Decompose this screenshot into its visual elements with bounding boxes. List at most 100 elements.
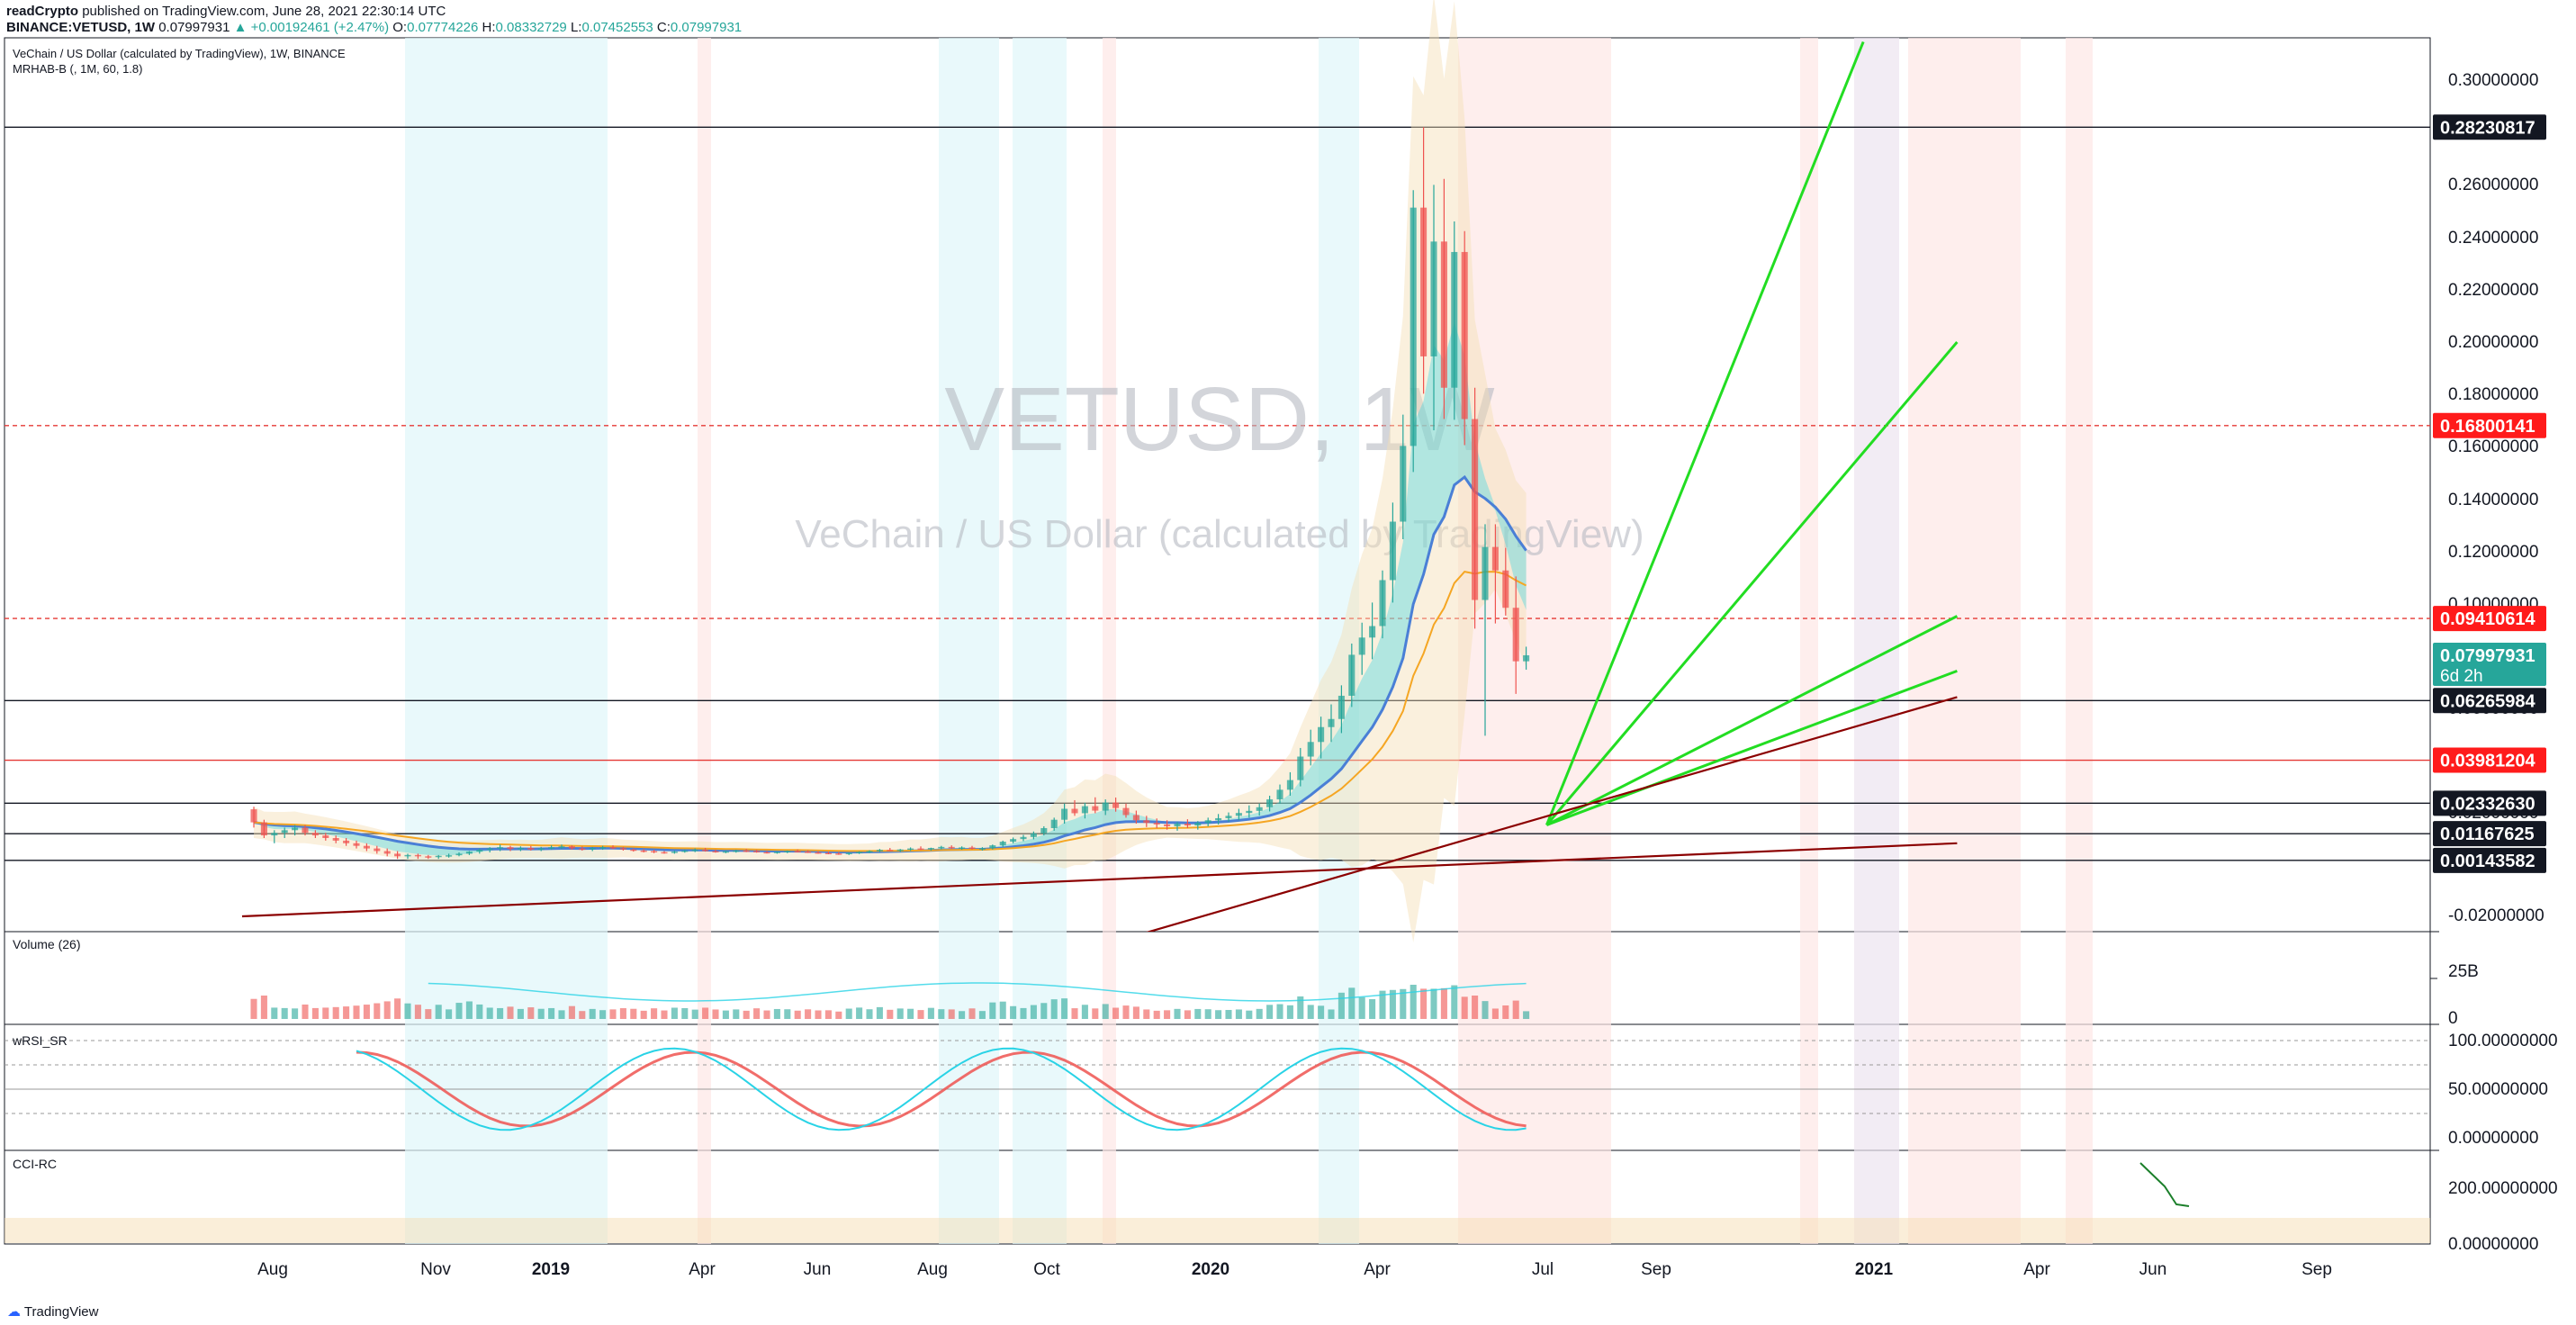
candle-body — [507, 847, 514, 850]
volume-bar-13 — [383, 1001, 391, 1019]
volume-bar-23 — [486, 1007, 493, 1019]
candle-62 — [887, 848, 894, 852]
volume-bar-70 — [968, 1008, 976, 1019]
volume-bar-123 — [1512, 1000, 1519, 1019]
volume-bar-32 — [579, 1011, 586, 1019]
volume-bar-42 — [681, 1007, 689, 1019]
candle-56 — [824, 852, 832, 855]
candle-53 — [794, 849, 801, 852]
volume-bar-83 — [1102, 1004, 1109, 1019]
candle-body — [1451, 251, 1458, 388]
candle-89 — [1164, 820, 1171, 830]
volume-bar-14 — [394, 998, 401, 1019]
price-label-countdown: 6d 2h — [2440, 667, 2483, 686]
candle-21 — [465, 851, 473, 855]
price-tick-5: 0.20000000 — [2448, 333, 2538, 352]
volume-bar-49 — [753, 1008, 761, 1019]
volume-bar-4 — [292, 1008, 299, 1019]
candle-19 — [446, 853, 453, 858]
candle-body — [394, 853, 401, 857]
candle-body — [527, 848, 535, 850]
candle-body — [599, 847, 607, 849]
candle-43 — [691, 848, 698, 852]
volume-bar-108 — [1358, 996, 1365, 1019]
candle-103 — [1307, 729, 1314, 766]
price-label-text: 0.02332630 — [2440, 794, 2535, 814]
time-axis[interactable]: Aug Nov 2019 Apr Jun Aug Oct 2020 Apr Jul Sep 2021 A… — [257, 1260, 2332, 1279]
price-label-2: 0.09410614 — [2433, 606, 2546, 632]
time-tick-8: Apr — [1364, 1260, 1391, 1279]
price-tick-2: 0.26000000 — [2448, 176, 2538, 194]
candle-body — [1256, 807, 1263, 811]
candle-67 — [938, 845, 945, 850]
candle-98 — [1256, 803, 1263, 816]
tradingview-logo[interactable]: ☁ TradingView — [7, 1303, 98, 1320]
candle-41 — [671, 850, 678, 854]
candle-body — [1276, 789, 1283, 800]
candle-body — [486, 848, 493, 851]
price-label-text: 0.07997931 — [2440, 646, 2535, 666]
candle-body — [558, 846, 565, 848]
candle-body — [353, 843, 360, 846]
candle-body — [414, 854, 421, 857]
volume-bar-15 — [404, 1003, 411, 1019]
volume-bar-94 — [1215, 1010, 1222, 1019]
candle-112 — [1400, 414, 1407, 539]
candle-body — [805, 852, 812, 853]
candle-body — [1164, 824, 1171, 826]
candle-body — [1338, 695, 1345, 719]
candle-79 — [1061, 803, 1068, 825]
high-value: 0.08332729 — [495, 20, 567, 35]
candlestick-series — [250, 127, 1530, 860]
candle-99 — [1266, 796, 1274, 812]
time-tick-14: Sep — [2301, 1260, 2332, 1279]
legend-line-2: MRHAB-B (, 1M, 60, 1.8) — [13, 62, 142, 76]
candle-74 — [1010, 837, 1017, 843]
candle-body — [835, 853, 842, 855]
time-tick-11: 2021 — [1855, 1260, 1894, 1279]
price-tick-16: -0.02000000 — [2448, 906, 2544, 925]
candle-101 — [1286, 771, 1293, 797]
candle-body — [1030, 833, 1037, 837]
volume-bar-73 — [999, 1001, 1006, 1019]
candle-body — [1420, 207, 1428, 356]
volume-bar-117 — [1451, 985, 1458, 1019]
candle-54 — [805, 850, 812, 853]
candle-27 — [527, 845, 535, 851]
candle-body — [845, 852, 852, 855]
candle-81 — [1081, 802, 1088, 819]
candle-body — [722, 851, 729, 853]
volume-bar-75 — [1020, 1007, 1027, 1019]
low-value: 0.07452553 — [581, 20, 653, 35]
candle-13 — [383, 848, 391, 857]
close-value: 0.07997931 — [670, 20, 743, 35]
volume-bar-1 — [260, 996, 267, 1019]
candle-body — [589, 848, 596, 850]
price-tick-6: 0.18000000 — [2448, 385, 2538, 404]
price-label-text: 0.00143582 — [2440, 852, 2535, 871]
candle-body — [959, 847, 966, 849]
session-band-7 — [1800, 38, 1818, 1244]
candle-0 — [250, 807, 257, 828]
candle-7 — [322, 833, 329, 841]
volume-bar-3 — [281, 1007, 288, 1019]
candle-33 — [589, 846, 596, 852]
volume-bar-103 — [1307, 1005, 1314, 1019]
low-label: L: — [570, 20, 582, 35]
candle-body — [404, 854, 411, 857]
candle-body — [1318, 726, 1325, 743]
volume-bar-55 — [815, 1010, 822, 1019]
wrsi-title: wRSI_SR — [12, 1033, 68, 1048]
volume-bar-10 — [353, 1005, 360, 1019]
candle-90 — [1174, 822, 1181, 831]
candle-45 — [712, 849, 719, 853]
author[interactable]: readCrypto — [6, 4, 79, 19]
candle-8 — [332, 835, 339, 843]
candle-body — [907, 848, 914, 851]
candle-38 — [640, 849, 647, 852]
candle-body — [1246, 810, 1253, 814]
candle-body — [1061, 808, 1068, 820]
publish-line: readCrypto published on TradingView.com,… — [6, 4, 446, 19]
trend-lines-group — [241, 41, 1959, 932]
